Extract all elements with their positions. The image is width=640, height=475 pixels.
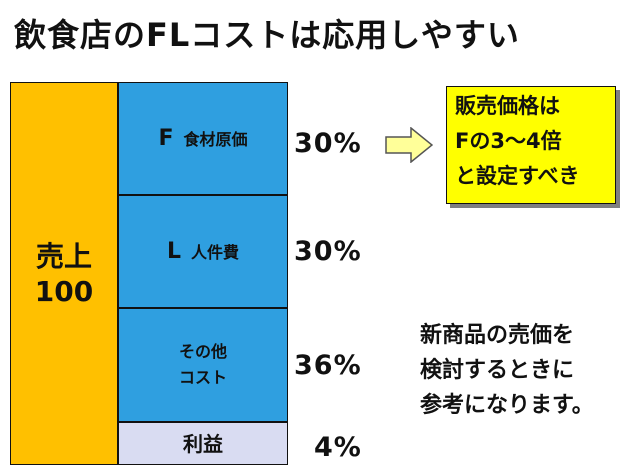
memo-line: 新商品の売価を — [420, 323, 575, 348]
price-note-line: Fの3～4倍 — [455, 129, 562, 153]
right-arrow-shape — [385, 127, 433, 163]
food-cost-percent: 30% — [294, 128, 362, 159]
sales-value: 100 — [34, 274, 94, 308]
other-cost-block: その他 コスト — [118, 308, 288, 422]
food-cost-block: F 食材原価 — [118, 82, 288, 195]
food-cost-label: 食材原価 — [183, 130, 248, 149]
price-note-line: 販売価格は — [455, 94, 560, 118]
price-note-line: と設定すべき — [455, 164, 580, 188]
labor-cost-percent: 30% — [294, 236, 362, 267]
slide-title: 飲食店のFLコストは応用しやすい — [14, 16, 520, 54]
profit-block: 利益 — [118, 422, 288, 465]
labor-cost-block: L 人件費 — [118, 195, 288, 308]
sales-block: 売上 100 — [10, 82, 118, 465]
memo-text: 新商品の売価を 検討するときに 参考になります。 — [420, 318, 632, 423]
other-cost-label-line2: コスト — [178, 368, 227, 387]
memo-line: 検討するときに — [420, 358, 575, 383]
food-cost-letter: F — [158, 126, 174, 151]
profit-percent: 4% — [314, 432, 362, 463]
labor-cost-label: 人件費 — [191, 243, 240, 262]
sales-label: 売上 — [35, 239, 92, 273]
profit-label: 利益 — [183, 431, 223, 456]
labor-cost-letter: L — [166, 239, 181, 264]
other-cost-label-line1: その他 — [178, 342, 227, 362]
price-note-box: 販売価格は Fの3～4倍 と設定すべき — [446, 86, 616, 204]
other-cost-percent: 36% — [294, 350, 362, 381]
right-arrow-icon — [385, 127, 433, 163]
memo-line: 参考になります。 — [420, 393, 594, 418]
